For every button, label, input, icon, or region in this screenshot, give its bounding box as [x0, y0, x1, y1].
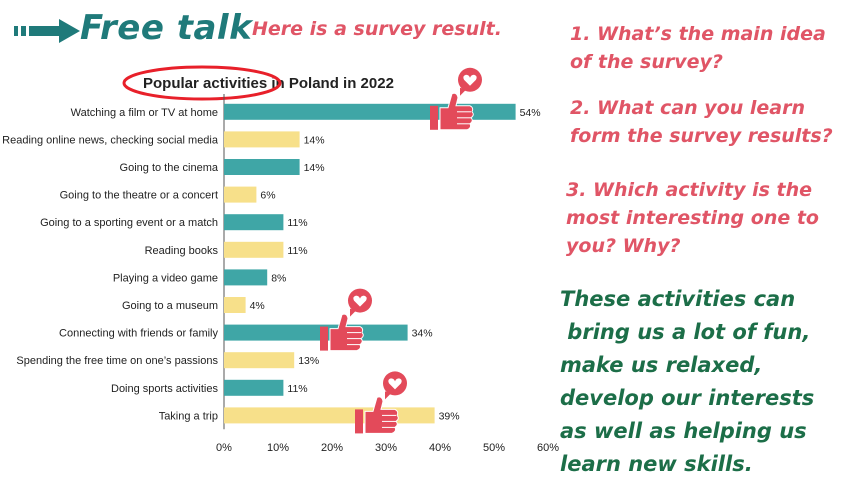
x-tick-label: 10%: [267, 442, 289, 454]
bar: [224, 352, 295, 369]
bar: [224, 407, 435, 424]
summary-line: develop our interests: [560, 386, 815, 410]
x-tick-label: 20%: [321, 442, 343, 454]
value-label: 13%: [298, 355, 319, 367]
category-label: Connecting with friends or family: [59, 328, 218, 340]
value-label: 14%: [304, 162, 325, 174]
page-subtitle: Here is a survey result.: [252, 18, 502, 40]
bar: [224, 186, 257, 203]
x-tick-label: 30%: [375, 442, 397, 454]
category-label: Spending the free time on one’s passions: [16, 355, 218, 367]
value-label: 11%: [287, 245, 307, 257]
value-label: 34%: [412, 328, 433, 340]
category-label: Playing a video game: [113, 272, 218, 284]
bar: [224, 379, 284, 396]
survey-bar-chart: Popular activities in Poland in 2022 Wat…: [2, 65, 559, 454]
category-label: Going to a museum: [122, 300, 218, 312]
summary-line: as well as helping us: [560, 419, 807, 443]
title-highlight-ellipse: [122, 65, 282, 101]
bar: [224, 324, 408, 341]
x-tick-label: 0%: [216, 442, 232, 454]
x-tick-label: 50%: [483, 442, 505, 454]
x-tick-label: 40%: [429, 442, 451, 454]
chart-title: Popular activities in Poland in 2022: [143, 75, 394, 92]
bar: [224, 214, 284, 231]
thumbs-up-icon: [355, 371, 407, 434]
value-label: 11%: [287, 383, 307, 395]
summary-line: learn new skills.: [560, 452, 753, 476]
category-label: Doing sports activities: [111, 383, 218, 395]
summary-line: These activities can: [560, 287, 796, 311]
summary-line: bring us a lot of fun,: [560, 320, 811, 344]
category-label: Taking a trip: [159, 410, 218, 422]
value-label: 6%: [260, 190, 275, 202]
category-label: Reading online news, checking social med…: [2, 134, 219, 146]
value-label: 54%: [520, 107, 541, 119]
summary-text: These activities can bring us a lot of f…: [560, 283, 858, 481]
bar: [224, 241, 284, 258]
arrow-right-icon: [14, 19, 80, 43]
category-label: Going to the cinema: [120, 162, 219, 174]
bar: [224, 159, 300, 175]
category-label: Going to the theatre or a concert: [60, 190, 218, 202]
bar: [224, 131, 300, 148]
question-1: 1. What’s the main idea of the survey?: [570, 23, 826, 73]
category-label: Reading books: [145, 245, 219, 257]
bar: [224, 269, 268, 286]
bar: [224, 297, 246, 313]
summary-line: make us relaxed,: [560, 353, 763, 377]
value-label: 14%: [304, 134, 325, 146]
thumbs-up-icon: [320, 288, 372, 352]
value-label: 4%: [250, 300, 265, 312]
page-title: Free talk: [80, 8, 253, 48]
category-label: Watching a film or TV at home: [71, 107, 218, 119]
value-label: 39%: [439, 410, 460, 422]
value-label: 8%: [271, 272, 286, 284]
question-2: 2. What can you learn form the survey re…: [570, 97, 833, 147]
value-label: 11%: [287, 217, 307, 229]
category-label: Going to a sporting event or a match: [40, 217, 218, 229]
thumbs-up-icon: [430, 67, 482, 131]
x-tick-label: 60%: [537, 442, 559, 454]
chart-title-highlight: Popular activities: [143, 75, 267, 92]
chart-title-rest: in Poland in 2022: [267, 75, 394, 92]
question-3: 3. Which activity is the most interestin…: [566, 179, 819, 257]
